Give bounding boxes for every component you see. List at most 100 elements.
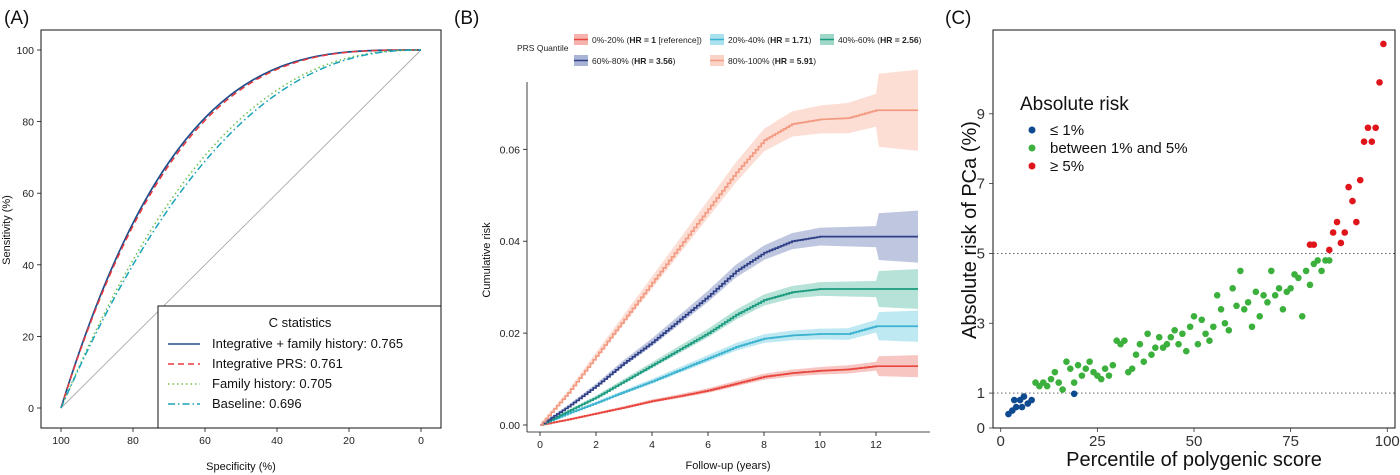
- risk-curve-4: [540, 235, 918, 426]
- panel-b-legend-title: PRS Quantile: [517, 43, 569, 53]
- point-2-19: [1101, 365, 1109, 372]
- panel-c-frame: [992, 29, 1396, 429]
- point-2-45: [1202, 330, 1209, 338]
- y-tick-label: 0.06: [500, 144, 521, 156]
- point-3-9: [1349, 197, 1356, 205]
- point-2-36: [1167, 333, 1175, 341]
- point-2-50: [1221, 319, 1229, 327]
- panel-a-x-ticks: 100 80 60 40 20 0: [52, 428, 424, 447]
- point-1-3: [1010, 396, 1018, 404]
- point-3-12: [1360, 138, 1368, 146]
- panel-b: (B) 0 2 4 6 8 10 12 0.00 0.02 0.04 0.06 Follow-up…: [454, 8, 930, 472]
- point-2-29: [1140, 358, 1148, 365]
- point-2-27: [1132, 351, 1140, 358]
- y-tick-label: 0: [977, 420, 985, 437]
- panel-b-letter: (B): [454, 8, 479, 29]
- point-2-43: [1194, 340, 1202, 348]
- point-2-54: [1237, 267, 1244, 275]
- point-2-12: [1074, 361, 1082, 369]
- ci-band-5: [540, 69, 918, 426]
- y-tick-label: 80: [22, 117, 34, 129]
- point-2-40: [1182, 347, 1190, 355]
- point-2-64: [1275, 285, 1283, 292]
- ci-band-4: [540, 210, 918, 425]
- point-3-13: [1364, 124, 1372, 132]
- point-3-16: [1376, 79, 1383, 86]
- ci-band-3: [540, 269, 918, 425]
- point-2-11: [1070, 379, 1078, 386]
- point-3-6: [1337, 239, 1345, 247]
- legend-label-4: Baseline: 0.696: [212, 396, 302, 411]
- panel-c-y-axis-label: Absolute risk of PCa (%): [959, 121, 981, 339]
- roc-curve-1: [60, 49, 421, 409]
- point-2-8: [1059, 386, 1066, 393]
- point-2-65: [1279, 306, 1287, 313]
- x-tick-label: 0: [537, 439, 543, 451]
- panel-b-confidence-bands: [540, 69, 918, 426]
- point-2-61: [1264, 299, 1271, 306]
- legend-label-4: 60%-80% (HR = 3.56): [592, 56, 676, 66]
- point-2-56: [1244, 299, 1252, 306]
- x-tick-label: 0: [418, 435, 424, 447]
- point-2-37: [1171, 326, 1178, 334]
- y-tick-label: 40: [22, 260, 34, 272]
- panel-b-legend: PRS Quantile 0%-20% (HR = 1 [reference])…: [517, 34, 922, 66]
- risk-curve-3: [540, 288, 918, 426]
- point-2-20: [1105, 372, 1113, 379]
- point-1-7: [1020, 393, 1028, 400]
- point-2-69: [1295, 274, 1302, 282]
- x-tick-label: 75: [1282, 433, 1299, 450]
- point-2-77: [1325, 257, 1333, 264]
- panel-c-legend-title: Absolute risk: [1020, 94, 1129, 115]
- y-tick-label: 7: [977, 176, 985, 193]
- point-2-35: [1163, 340, 1171, 348]
- point-3-7: [1341, 229, 1349, 236]
- point-2-58: [1252, 288, 1260, 296]
- point-2-67: [1287, 285, 1294, 292]
- point-2-5: [1047, 375, 1055, 383]
- point-1-10: [1070, 390, 1078, 398]
- panel-b-legend-items: 0%-20% (HR = 1 [reference]) 20%-40% (HR =…: [574, 34, 922, 66]
- point-2-47: [1210, 323, 1217, 331]
- panel-b-x-axis-label: Follow-up (years): [686, 460, 771, 472]
- point-3-5: [1333, 218, 1341, 226]
- point-2-38: [1175, 340, 1182, 348]
- panel-c-x-ticks: 0 25 50 75 100: [997, 428, 1400, 450]
- point-2-33: [1155, 333, 1163, 341]
- legend-label-2: between 1% and 5%: [1050, 140, 1188, 157]
- x-tick-label: 8: [761, 439, 767, 451]
- point-2-48: [1213, 292, 1221, 299]
- legend-label-3: 40%-60% (HR = 2.56): [838, 35, 922, 45]
- point-3-3: [1325, 246, 1333, 254]
- point-2-71: [1302, 267, 1310, 275]
- point-2-26: [1128, 365, 1136, 372]
- x-tick-label: 10: [814, 439, 826, 451]
- point-3-8: [1345, 183, 1352, 191]
- roc-curve-2: [60, 49, 421, 409]
- x-tick-label: 2: [593, 439, 599, 451]
- panel-b-risk-curves: [540, 109, 918, 426]
- panel-a: (A) 100 80 60 40 20 0 0 20 40 60 80 100 Specificit…: [1, 8, 442, 473]
- point-1-6: [1018, 403, 1026, 411]
- point-1-4: [1012, 403, 1020, 411]
- point-2-60: [1260, 292, 1267, 299]
- y-tick-label: 0.04: [500, 236, 521, 248]
- point-2-57: [1248, 323, 1256, 331]
- point-2-31: [1148, 351, 1155, 358]
- panel-a-roc-curves: [60, 49, 422, 409]
- legend-dot-1: [1028, 126, 1036, 134]
- point-2-75: [1318, 267, 1325, 275]
- point-2-55: [1240, 306, 1248, 313]
- panel-a-chance-line: [60, 49, 422, 409]
- panel-a-y-axis-label: Sensitivity (%): [1, 195, 13, 265]
- legend-label-5: 80%-100% (HR = 5.91): [728, 56, 816, 66]
- point-2-4: [1043, 382, 1051, 390]
- panel-a-x-axis-label: Specificity (%): [206, 461, 276, 473]
- y-tick-label: 5: [977, 245, 985, 262]
- x-tick-label: 0: [997, 433, 1005, 450]
- point-3-11: [1356, 176, 1364, 184]
- roc-curve-4: [60, 49, 422, 409]
- x-tick-label: 40: [271, 435, 283, 447]
- x-tick-label: 100: [52, 435, 70, 447]
